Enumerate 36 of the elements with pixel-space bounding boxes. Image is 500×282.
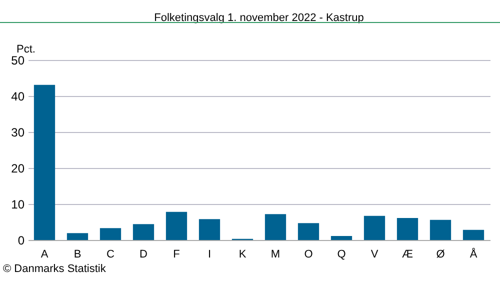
x-tick-label: O: [304, 248, 314, 260]
bar: [364, 216, 386, 240]
x-tick-label: C: [106, 248, 115, 260]
x-tick-label: Q: [337, 248, 346, 260]
bar: [198, 219, 220, 240]
text: © Danmarks Statistik: [3, 263, 106, 275]
x-tick-label: Æ: [402, 248, 413, 260]
y-tick-label: 40: [11, 90, 25, 104]
x-tick-label: M: [270, 248, 280, 260]
bar: [330, 236, 352, 240]
x-tick-label: I: [208, 248, 212, 260]
x-tick-label: Ø: [436, 248, 446, 260]
x-tick-label: D: [140, 248, 148, 260]
x-tick-label: K: [238, 248, 247, 260]
bar: [100, 228, 122, 240]
bar: [298, 223, 320, 240]
bar: [34, 84, 56, 240]
y-tick-label: 30: [11, 126, 25, 140]
bar: [132, 224, 154, 240]
x-tick-label: Å: [470, 248, 478, 260]
bar: [166, 212, 188, 240]
bar: [264, 214, 286, 240]
bar: [462, 230, 484, 240]
y-tick-label: 20: [11, 162, 25, 176]
y-tick-label: 10: [11, 198, 25, 212]
bar: [430, 220, 452, 240]
y-axis-title: Pct.: [16, 44, 36, 56]
x-tick-label: B: [74, 248, 82, 260]
y-tick-label: 0: [18, 234, 25, 248]
x-tick-label: V: [370, 248, 379, 260]
bar: [66, 233, 88, 240]
bar: [396, 218, 418, 240]
y-tick-label: 50: [11, 54, 25, 68]
chart-title: Folketingsvalg 1. november 2022 - Kastrup: [154, 12, 364, 24]
x-tick-label: F: [173, 248, 180, 260]
x-tick-label: A: [40, 248, 49, 260]
